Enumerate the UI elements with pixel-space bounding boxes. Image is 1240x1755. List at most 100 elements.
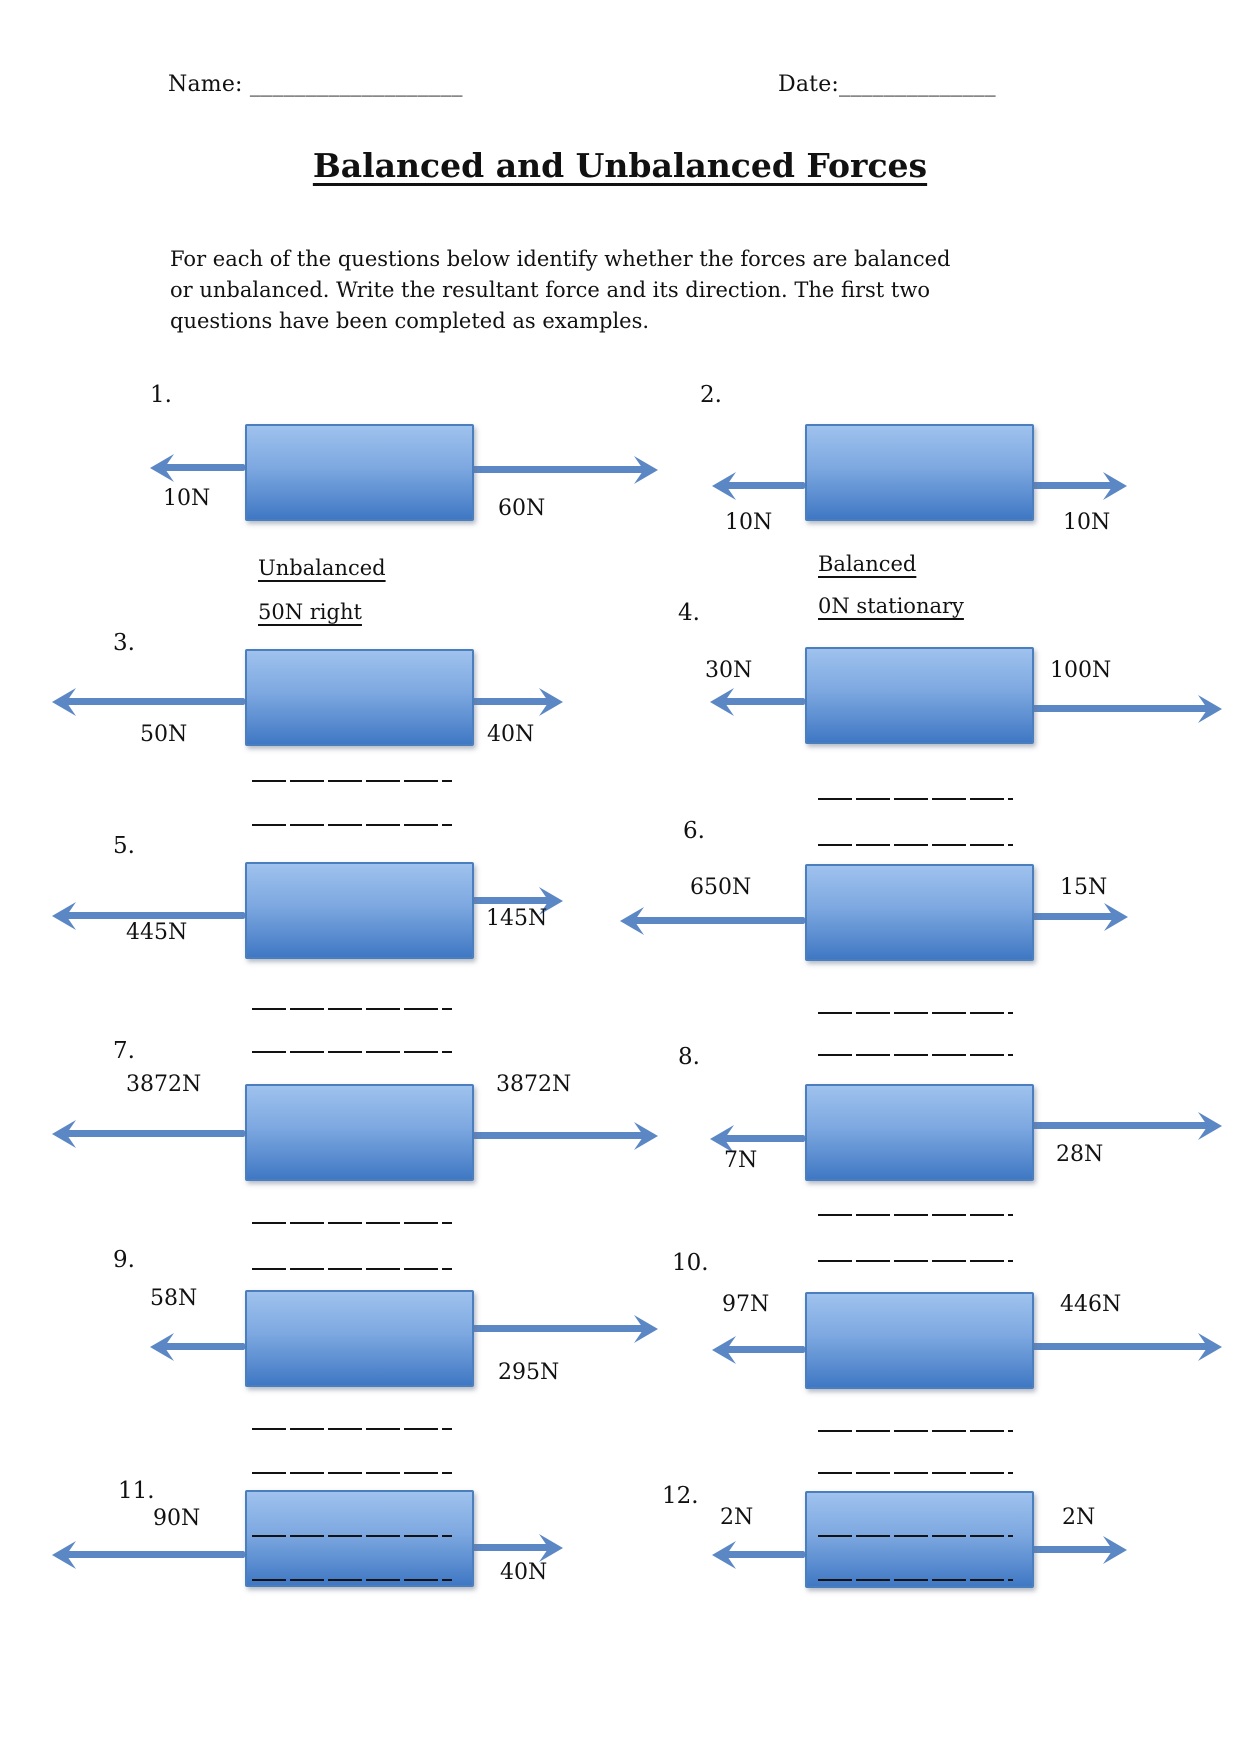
force-box xyxy=(245,1290,474,1387)
left-force-label: 50N xyxy=(140,722,188,747)
force-box xyxy=(805,647,1034,744)
left-force-arrow xyxy=(64,1551,245,1558)
left-force-label: 2N xyxy=(720,1505,754,1530)
question-number: 1. xyxy=(150,382,172,408)
answer-blank-line xyxy=(818,1214,1013,1216)
answer-blank-line xyxy=(818,1430,1013,1432)
answer-blank-line xyxy=(252,1222,452,1224)
left-force-label: 10N xyxy=(163,486,211,511)
left-force-arrow xyxy=(724,1551,805,1558)
right-force-arrow xyxy=(1032,1343,1210,1350)
answer-blank-line xyxy=(252,824,452,826)
left-force-label: 97N xyxy=(722,1292,770,1317)
left-force-label: 445N xyxy=(126,920,188,945)
right-force-arrow xyxy=(470,1325,646,1332)
force-box xyxy=(805,1292,1034,1389)
answer-blank-line xyxy=(818,1054,1013,1056)
answer-blank-line xyxy=(252,1428,452,1430)
answer-resultant: 50N right xyxy=(258,600,362,624)
right-force-arrow xyxy=(1032,1122,1210,1129)
right-force-label: 145N xyxy=(486,906,548,931)
right-force-label: 2N xyxy=(1062,1505,1096,1530)
right-force-arrow xyxy=(470,1544,551,1551)
left-force-arrow xyxy=(722,698,805,705)
question-number: 5. xyxy=(113,833,135,859)
left-force-arrow xyxy=(162,1343,245,1350)
force-box xyxy=(805,1491,1034,1588)
instructions-text: For each of the questions below identify… xyxy=(170,247,951,333)
right-force-arrow xyxy=(1032,705,1210,712)
answer-blank-line xyxy=(252,1535,452,1537)
left-force-arrow xyxy=(724,1346,805,1353)
question-number: 12. xyxy=(662,1483,699,1509)
force-box xyxy=(805,1084,1034,1181)
answer-blank-line xyxy=(818,1260,1013,1262)
left-force-label: 10N xyxy=(725,510,773,535)
right-force-label: 15N xyxy=(1060,875,1108,900)
right-force-label: 28N xyxy=(1056,1142,1104,1167)
left-force-arrow xyxy=(724,482,805,489)
question-number: 11. xyxy=(118,1478,155,1504)
question-number: 2. xyxy=(700,382,722,408)
answer-blank-line xyxy=(818,1535,1013,1537)
force-box xyxy=(245,649,474,746)
right-force-label: 10N xyxy=(1063,510,1111,535)
question-number: 4. xyxy=(678,600,700,626)
force-box xyxy=(245,1084,474,1181)
name-field-label: Name: ___________________ xyxy=(168,72,463,97)
question-number: 9. xyxy=(113,1247,135,1273)
left-force-arrow xyxy=(162,464,245,471)
answer-blank-line xyxy=(252,780,452,782)
left-force-label: 58N xyxy=(150,1286,198,1311)
right-force-label: 295N xyxy=(498,1360,560,1385)
question-number: 7. xyxy=(113,1038,135,1064)
answer-balance: Unbalanced xyxy=(258,556,386,580)
left-force-label: 90N xyxy=(153,1506,201,1531)
right-force-arrow xyxy=(470,698,551,705)
question-number: 6. xyxy=(683,818,705,844)
page-title: Balanced and Unbalanced Forces xyxy=(312,146,928,185)
answer-blank-line xyxy=(818,1579,1013,1581)
left-force-label: 7N xyxy=(724,1148,758,1173)
left-force-arrow xyxy=(64,698,245,705)
left-force-arrow xyxy=(64,912,245,919)
left-force-arrow xyxy=(632,917,805,924)
force-box xyxy=(805,424,1034,521)
right-force-label: 3872N xyxy=(496,1072,572,1097)
force-box xyxy=(805,864,1034,961)
left-force-arrow xyxy=(64,1130,245,1137)
force-box xyxy=(245,862,474,959)
right-force-label: 60N xyxy=(498,496,546,521)
right-force-arrow xyxy=(470,897,551,904)
answer-balance: Balanced xyxy=(818,552,917,576)
answer-blank-line xyxy=(252,1051,452,1053)
answer-blank-line xyxy=(818,844,1013,846)
right-force-arrow xyxy=(1032,1546,1115,1553)
left-force-arrow xyxy=(722,1135,805,1142)
left-force-label: 30N xyxy=(705,658,753,683)
right-force-label: 446N xyxy=(1060,1292,1122,1317)
right-force-label: 100N xyxy=(1050,658,1112,683)
answer-blank-line xyxy=(818,1012,1013,1014)
date-field-label: Date:______________ xyxy=(778,72,996,97)
force-box xyxy=(245,424,474,521)
right-force-arrow xyxy=(470,1132,646,1139)
answer-blank-line xyxy=(252,1008,452,1010)
question-number: 3. xyxy=(113,630,135,656)
answer-blank-line xyxy=(252,1579,452,1581)
right-force-arrow xyxy=(470,466,646,473)
answer-resultant: 0N stationary xyxy=(818,594,964,618)
answer-blank-line xyxy=(252,1472,452,1474)
right-force-label: 40N xyxy=(487,722,535,747)
left-force-label: 650N xyxy=(690,875,752,900)
question-number: 10. xyxy=(672,1250,709,1276)
answer-blank-line xyxy=(252,1268,452,1270)
left-force-label: 3872N xyxy=(126,1072,202,1097)
question-number: 8. xyxy=(678,1044,700,1070)
answer-blank-line xyxy=(818,798,1013,800)
answer-blank-line xyxy=(818,1472,1013,1474)
right-force-arrow xyxy=(1032,482,1115,489)
right-force-label: 40N xyxy=(500,1560,548,1585)
right-force-arrow xyxy=(1032,913,1116,920)
